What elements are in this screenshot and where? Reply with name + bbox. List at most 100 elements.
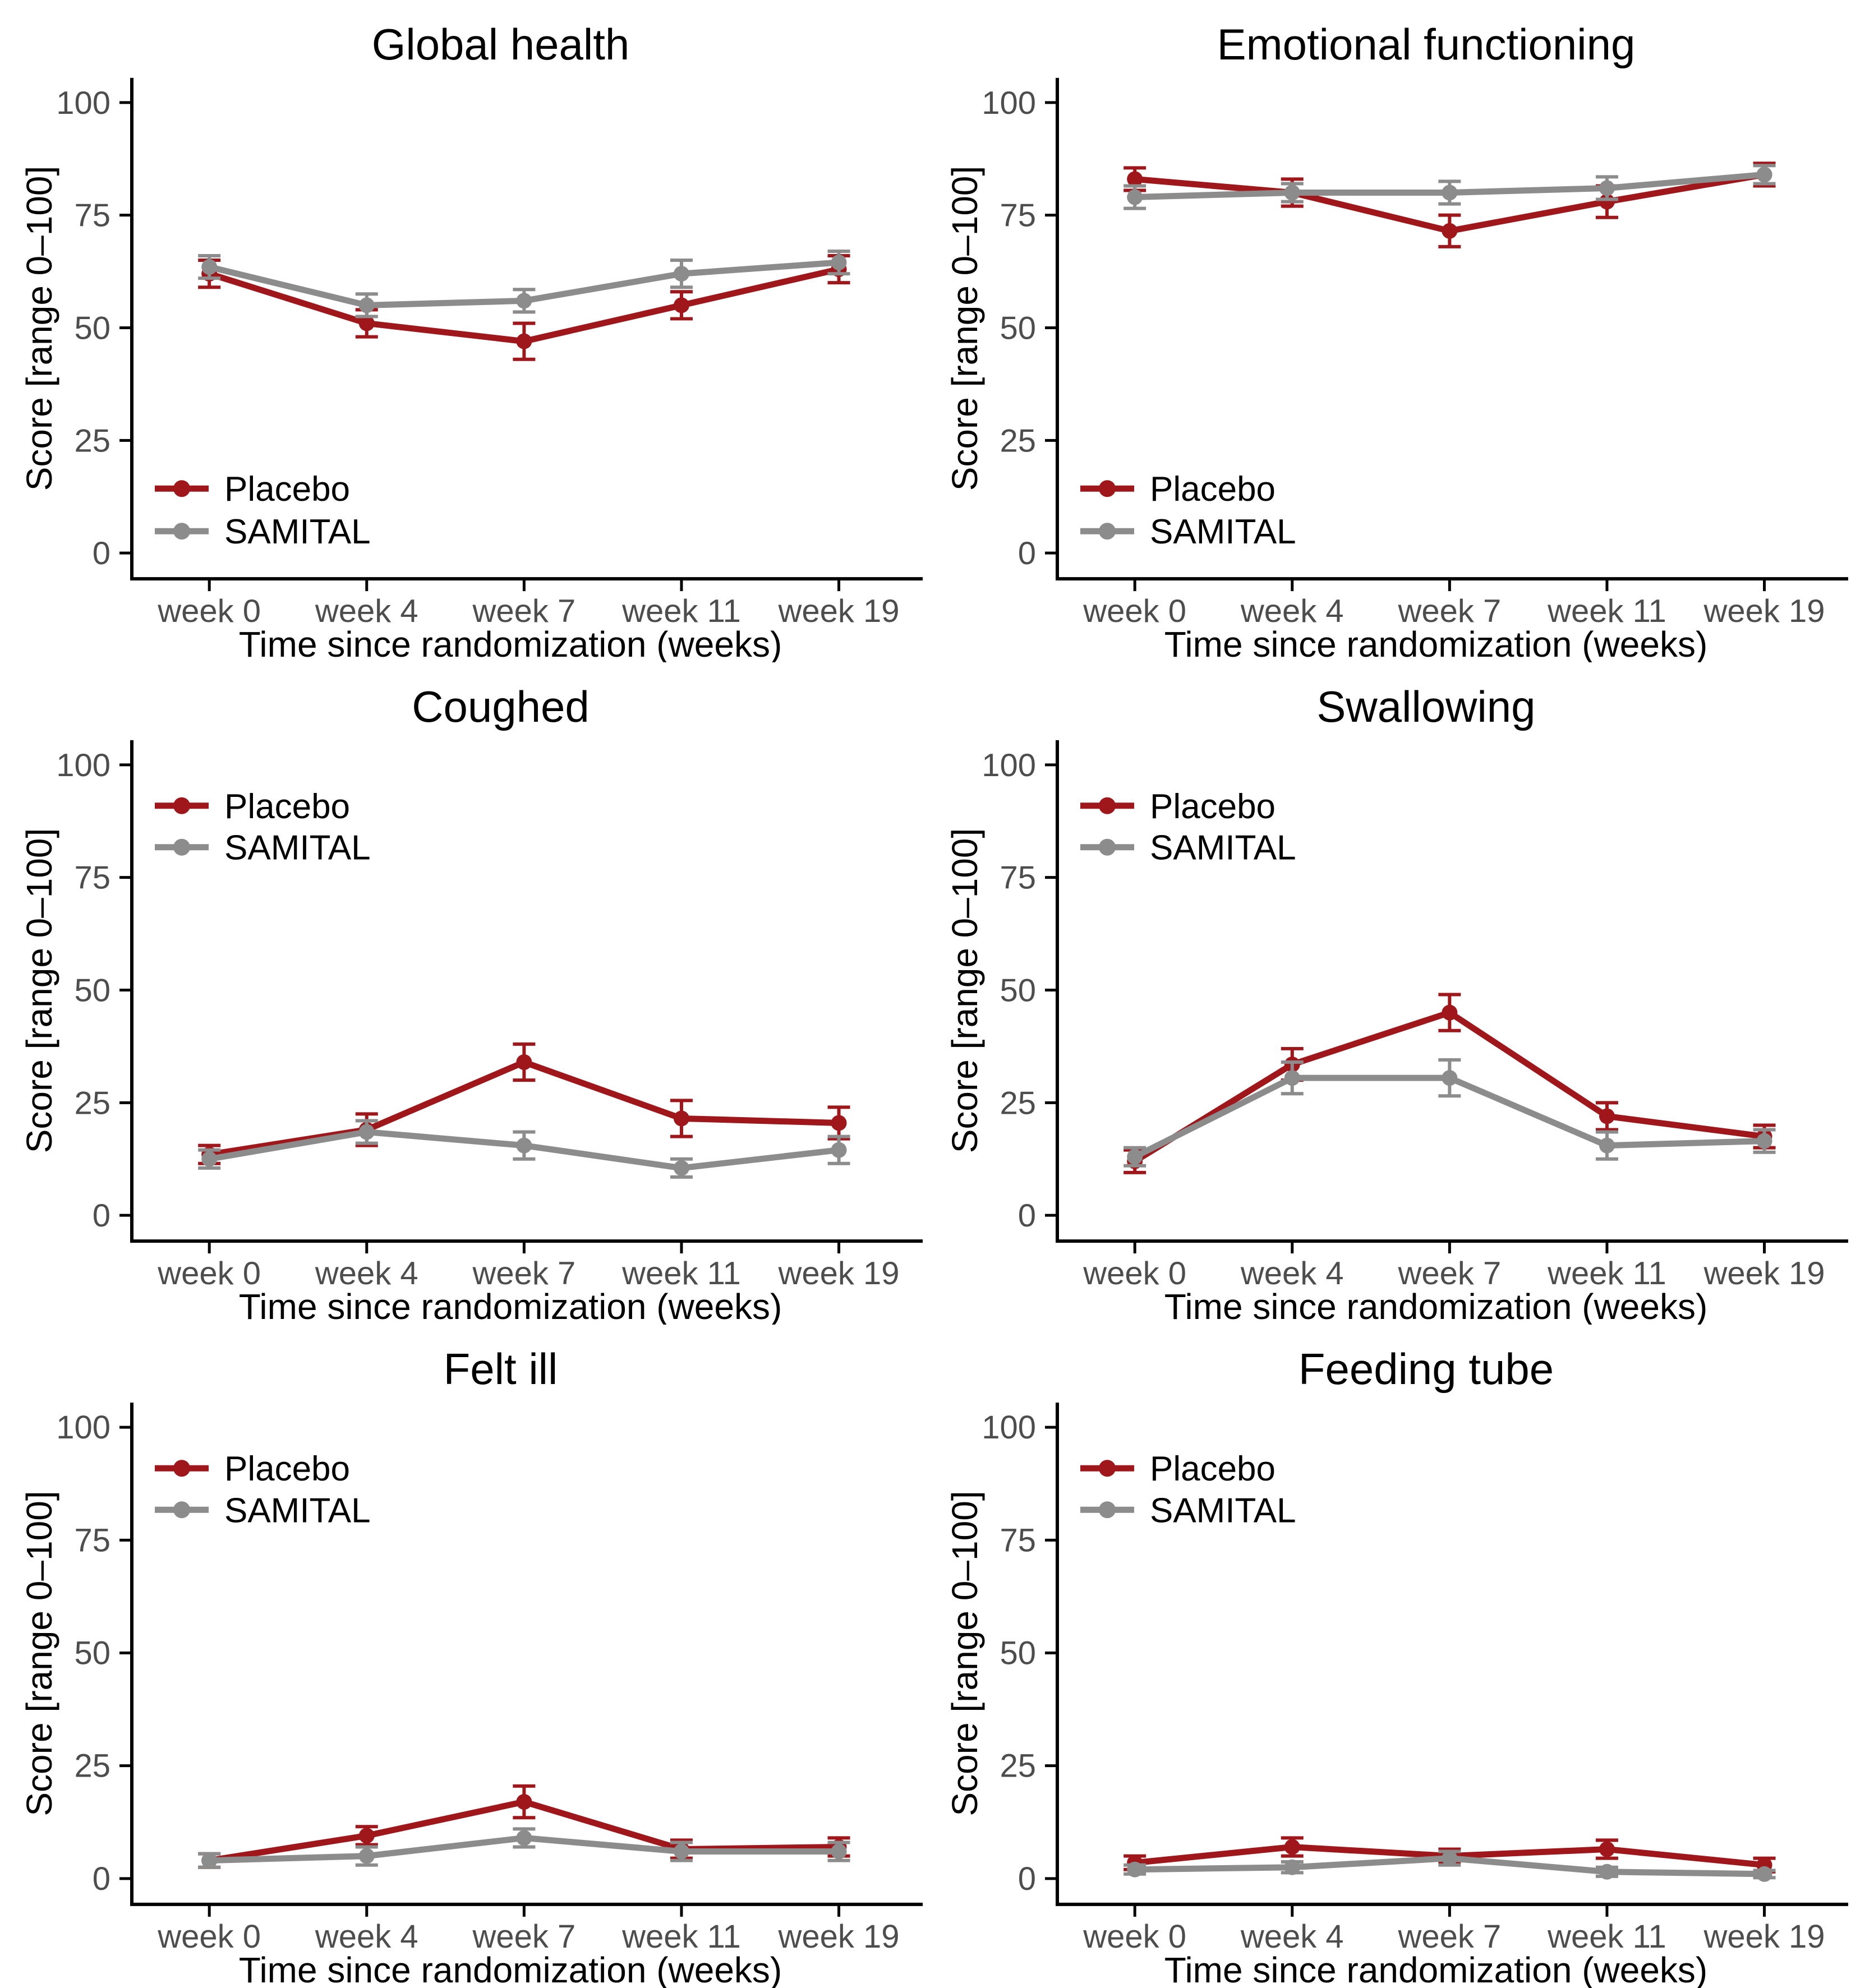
x-tick-label: week 0	[157, 593, 261, 629]
legend-item-samital: SAMITAL	[155, 513, 371, 551]
legend-item-placebo: Placebo	[155, 787, 350, 826]
legend-key-marker	[1099, 1501, 1116, 1519]
data-point	[673, 297, 689, 313]
panel-emotional-functioning: Emotional functioning 0 25 50 75 100 week 0 wee…	[926, 0, 1851, 662]
legend-key-marker	[173, 523, 190, 540]
data-point	[831, 1142, 847, 1158]
legend-item-samital: SAMITAL	[1080, 513, 1296, 551]
series-samital	[1124, 1058, 1776, 1168]
legend-item-samital: SAMITAL	[155, 1491, 371, 1530]
x-tick-label: week 4	[1240, 593, 1344, 629]
y-axis-title: Score [range 0–100]	[945, 166, 985, 491]
y-tick-label: 0	[93, 1198, 110, 1234]
chart-svg-swallowing: Swallowing 0 25 50 75 100 week 0 week 4 week 7 we…	[945, 682, 1848, 1325]
legend-label: Placebo	[1150, 1450, 1276, 1488]
x-tick-label: week 4	[315, 593, 418, 629]
y-tick-label: 0	[1018, 1861, 1036, 1897]
legend-label: Placebo	[1150, 470, 1276, 509]
x-tick-label: week 19	[778, 593, 900, 629]
y-tick-label: 50	[1000, 973, 1036, 1009]
legend-item-samital: SAMITAL	[1080, 829, 1296, 868]
data-point	[1127, 1861, 1143, 1878]
data-point	[831, 1115, 847, 1131]
x-tick-label: week 7	[472, 593, 575, 629]
x-tick-label: week 7	[1397, 1918, 1501, 1955]
x-tick-label: week 4	[315, 1918, 418, 1955]
legend-item-samital: SAMITAL	[155, 829, 371, 868]
x-tick-label: week 0	[1083, 593, 1186, 629]
x-tick-label: week 11	[1547, 593, 1666, 629]
panel-title: Feeding tube	[1299, 1344, 1554, 1394]
panel-coughed: Coughed 0 25 50 75 100 week 0 week 4 week 7 week …	[0, 662, 926, 1325]
chart-svg-global-health: Global health 0 25 50 75 100 week 0 week 4 week …	[19, 20, 923, 662]
x-axis-title: Time since randomization (weeks)	[239, 1950, 782, 1988]
series-samital	[1124, 1849, 1776, 1882]
panel-global-health: Global health 0 25 50 75 100 week 0 week 4 week …	[0, 0, 926, 662]
data-point	[673, 266, 689, 282]
y-tick-label: 25	[74, 1085, 110, 1121]
data-point	[1442, 1850, 1458, 1866]
data-point	[1756, 1866, 1772, 1882]
y-tick-label: 100	[56, 1409, 110, 1446]
data-point	[1442, 223, 1458, 239]
x-axis-title: Time since randomization (weeks)	[239, 1286, 782, 1325]
x-tick-label: week 11	[1547, 1918, 1666, 1955]
y-tick-label: 75	[1000, 860, 1036, 896]
x-axis-title: Time since randomization (weeks)	[1164, 1950, 1707, 1988]
x-tick-label: week 0	[1083, 1256, 1186, 1291]
legend-key-marker	[1099, 797, 1116, 814]
y-axis-title: Score [range 0–100]	[19, 166, 59, 491]
x-tick-label: week 19	[1703, 1256, 1825, 1291]
panel-title: Coughed	[412, 682, 590, 731]
x-tick-label: week 0	[157, 1256, 261, 1291]
y-tick-label: 75	[74, 198, 110, 234]
data-point	[673, 1160, 689, 1176]
data-point	[516, 333, 532, 349]
data-point	[831, 1843, 847, 1860]
data-point	[1756, 1133, 1772, 1149]
data-point	[516, 1794, 532, 1810]
data-point	[1284, 1859, 1300, 1875]
legend-label: Placebo	[224, 787, 350, 826]
x-tick-label: week 7	[1397, 1256, 1501, 1291]
data-point	[1127, 189, 1143, 205]
legend-key-marker	[173, 838, 190, 856]
legend-label: SAMITAL	[224, 829, 371, 868]
data-point	[1756, 167, 1772, 183]
legend-key-marker	[173, 797, 190, 814]
data-point	[1599, 1864, 1615, 1880]
y-tick-label: 0	[93, 536, 110, 571]
legend-key-marker	[1099, 480, 1116, 497]
legend-key-marker	[1099, 838, 1116, 856]
y-tick-label: 75	[1000, 198, 1036, 234]
y-tick-label: 0	[1018, 536, 1036, 571]
data-point	[358, 297, 375, 313]
data-point	[1284, 1070, 1300, 1086]
y-tick-label: 100	[982, 85, 1036, 121]
legend-label: SAMITAL	[1150, 829, 1296, 868]
series-samital	[1124, 164, 1776, 210]
data-point	[1599, 1108, 1615, 1124]
series-samital	[198, 249, 850, 319]
chart-svg-felt-ill: Felt ill 0 25 50 75 100 week 0 week 4 week 7 week…	[19, 1344, 923, 1988]
y-tick-label: 25	[74, 423, 110, 459]
y-tick-label: 50	[1000, 1635, 1036, 1671]
x-tick-label: week 11	[621, 593, 741, 629]
chart-svg-feeding-tube: Feeding tube 0 25 50 75 100 week 0 week 4 week 7…	[945, 1344, 1848, 1988]
y-tick-label: 100	[982, 748, 1036, 783]
data-point	[201, 1151, 218, 1167]
data-point	[1127, 1148, 1143, 1165]
data-point	[1442, 1070, 1458, 1086]
y-tick-label: 100	[56, 85, 110, 121]
data-point	[516, 1137, 532, 1154]
data-point	[1599, 1137, 1615, 1154]
legend-item-placebo: Placebo	[1080, 470, 1276, 509]
y-tick-label: 75	[74, 860, 110, 896]
x-tick-label: week 7	[1397, 593, 1501, 629]
x-tick-label: week 19	[778, 1256, 900, 1291]
y-tick-label: 100	[56, 748, 110, 783]
data-point	[1127, 171, 1143, 187]
legend-item-placebo: Placebo	[1080, 1450, 1276, 1488]
data-point	[1284, 184, 1300, 201]
